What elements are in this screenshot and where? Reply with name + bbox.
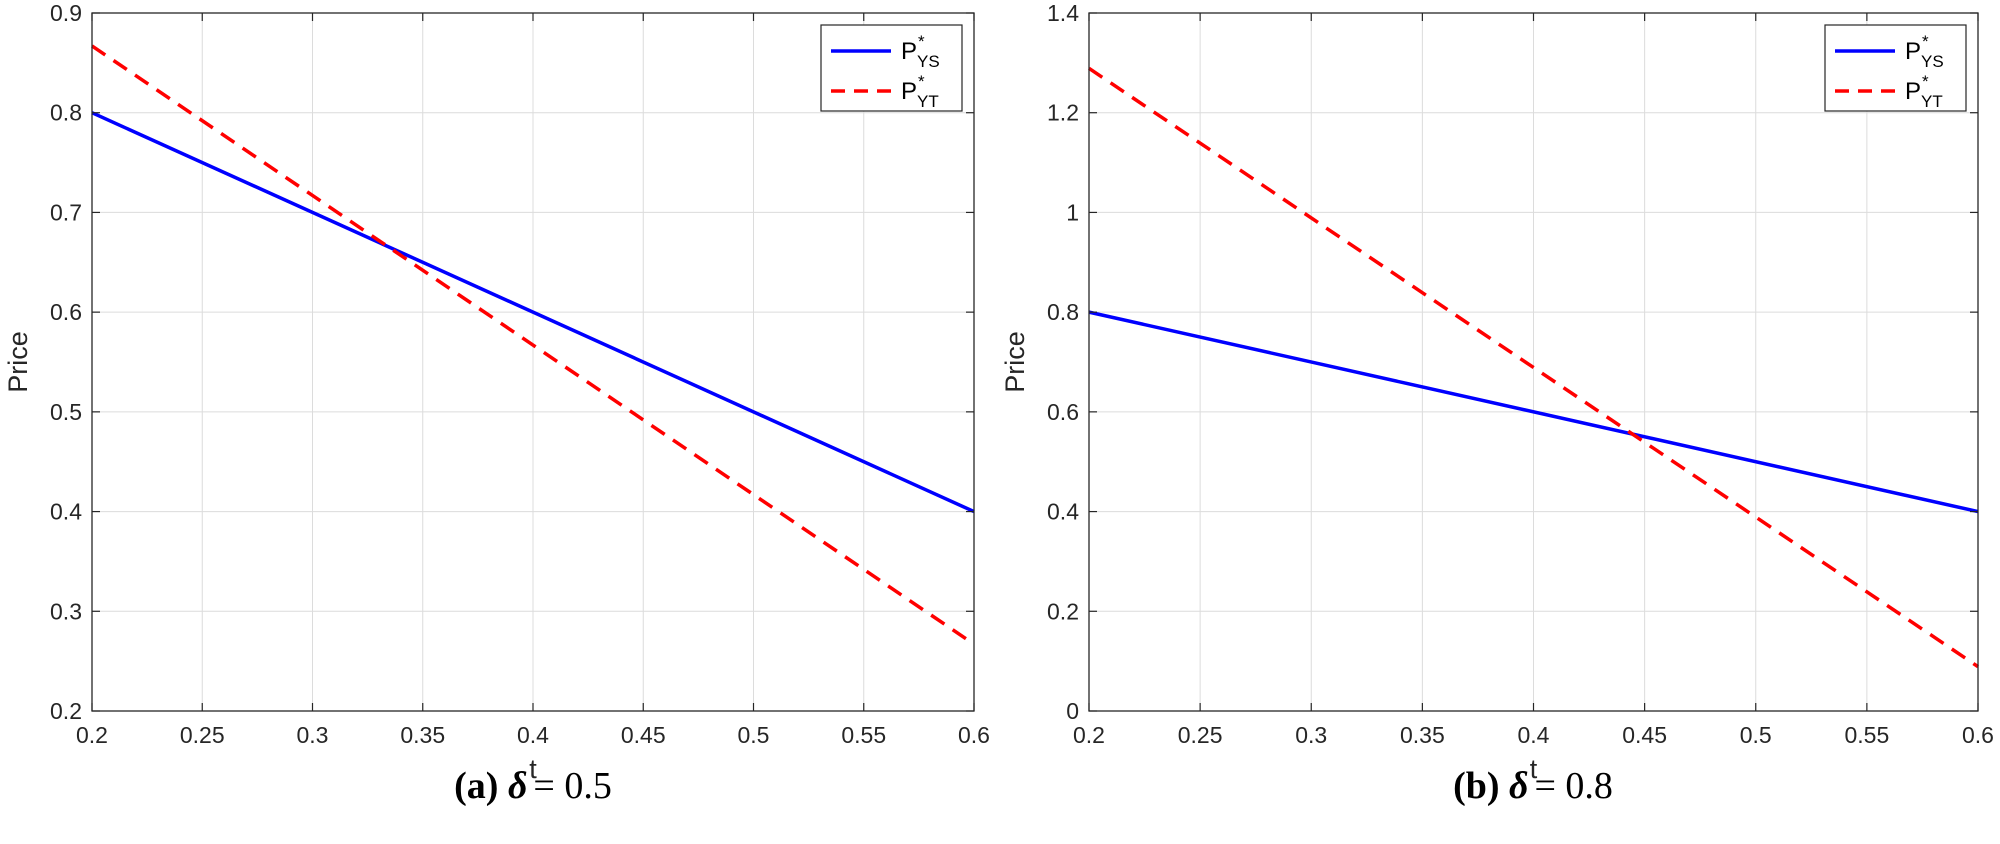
x-tick-label: 0.45 [1622,722,1667,748]
series-line-yt [1088,66,1979,669]
caption-value: = 0.5 [533,765,611,807]
x-tick-label: 0.25 [180,722,225,748]
legend-label-sub: YS [1921,52,1944,71]
chart-panel-a: 0.2 0.25 0.3 0.35 0.4 0.45 0.5 0.55 0.6 0.2 0.3 0.4… [3,0,990,807]
x-tick-label: 0.5 [738,722,770,748]
x-tick-label: 0.2 [1073,722,1105,748]
chart-panel-b: 0.2 0.25 0.3 0.35 0.4 0.45 0.5 0.55 0.600.20.40.… [1000,0,1994,807]
y-tick-label: 1.4 [1047,0,1079,26]
x-tick-label: 0.2 [76,722,108,748]
x-axis-label: t [1530,754,1538,784]
legend-label-sup: * [918,32,925,51]
x-tick-label: 0.4 [1518,722,1550,748]
legend-label-sub: YS [917,52,940,71]
y-tick-label: 0.6 [1047,399,1079,425]
x-tick-label: 0.55 [1844,722,1889,748]
legend-label-main: P [901,38,917,65]
series-line-yt [91,44,975,646]
y-tick-label: 1 [1066,199,1079,225]
y-axis-label: Price [3,331,33,393]
x-axis-label: t [529,754,537,784]
legend-label-main: P [1905,78,1921,105]
legend-label-sup: * [918,72,925,91]
x-tick-label: 0.25 [1178,722,1223,748]
x-tick-label: 0.3 [1295,722,1327,748]
x-tick-label: 0.55 [841,722,886,748]
legend-label-sub: YT [1921,92,1943,111]
legend: P *YSP *YT [1824,24,1967,112]
y-tick-label: 0.7 [50,199,82,225]
x-tick-label: 0.35 [1400,722,1445,748]
x-tick-label: 0.6 [1962,722,1994,748]
legend-label-main: P [901,78,917,105]
legend: P *YSP *YT [820,24,963,112]
y-tick-label: 0.6 [50,299,82,325]
legend-box [820,24,963,112]
x-tick-label: 0.4 [517,722,549,748]
x-tick-label: 0.3 [297,722,329,748]
caption-symbol: δ [1509,765,1528,807]
panel-caption: (b) δ = 0.8 [1453,765,1613,807]
caption-prefix: (a) [454,765,508,807]
y-tick-label: 0.4 [1047,499,1079,525]
x-tick-label: 0.35 [400,722,445,748]
y-tick-label: 0.8 [1047,299,1079,325]
y-tick-label: 0.2 [1047,598,1079,624]
legend-box [1824,24,1967,112]
y-tick-label: 0.4 [50,499,82,525]
caption-symbol: δ [508,765,527,807]
y-tick-label: 0.9 [50,0,82,26]
x-tick-label: 0.45 [621,722,666,748]
x-tick-label: 0.5 [1740,722,1772,748]
series-line-ys [91,111,975,514]
y-tick-label: 0.5 [50,399,82,425]
legend-label-main: P [1905,38,1921,65]
legend-label-sup: * [1922,72,1929,91]
y-axis-label: Price [1000,331,1030,393]
caption-value: = 0.8 [1534,765,1612,807]
series-line-ys [1088,310,1979,514]
legend-label-sub: YT [917,92,939,111]
legend-label-sup: * [1922,32,1929,51]
caption-prefix: (b) [1453,765,1509,807]
y-tick-label: 0.3 [50,598,82,624]
y-tick-label: 1.2 [1047,100,1079,126]
y-tick-label: 0.8 [50,100,82,126]
x-tick-label: 0.6 [958,722,990,748]
y-tick-label: 0.2 [50,698,82,724]
y-tick-label: 0 [1066,698,1079,724]
panel-caption: (a) δ = 0.5 [454,765,612,807]
